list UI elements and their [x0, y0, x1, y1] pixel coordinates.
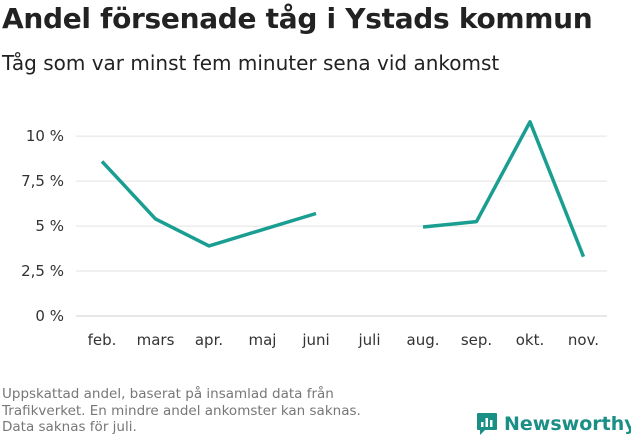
footnote-line: Data saknas för juli. [2, 419, 137, 435]
brand-name: Newsworthy [504, 413, 631, 435]
chart-title: Andel försenade tåg i Ystads kommun [2, 2, 593, 35]
y-tick-label: 10 % [26, 127, 64, 145]
x-tick-label: juni [301, 331, 329, 349]
line-chart: 0 % 2,5 % 5 % 7,5 % 10 % feb. mars apr. maj juni j… [21, 120, 607, 349]
y-tick-label: 0 % [35, 307, 64, 325]
x-tick-label: juli [357, 331, 380, 349]
x-tick-label: apr. [195, 331, 223, 349]
series-line [100, 160, 317, 248]
chart-subtitle: Tåg som var minst fem minuter sena vid a… [2, 51, 500, 75]
footnote-line: Uppskattad andel, baserat på insamlad da… [2, 386, 334, 402]
series-line [422, 120, 586, 258]
brand-logo: Newsworthy [476, 410, 631, 438]
x-tick-label: maj [249, 331, 277, 349]
newsworthy-logo-icon [477, 413, 497, 435]
footnote: Uppskattad andel, baserat på insamlad da… [2, 386, 462, 436]
x-tick-label: aug. [407, 331, 440, 349]
x-tick-label: nov. [568, 331, 599, 349]
x-tick-label: mars [137, 331, 175, 349]
footnote-line: Trafikverket. En mindre andel ankomster … [2, 402, 361, 419]
x-tick-label: feb. [88, 331, 117, 349]
y-tick-label: 7,5 % [21, 172, 64, 190]
x-tick-label: okt. [516, 331, 545, 349]
y-tick-label: 5 % [35, 217, 64, 235]
y-tick-label: 2,5 % [21, 262, 64, 280]
x-tick-label: sep. [461, 331, 492, 349]
